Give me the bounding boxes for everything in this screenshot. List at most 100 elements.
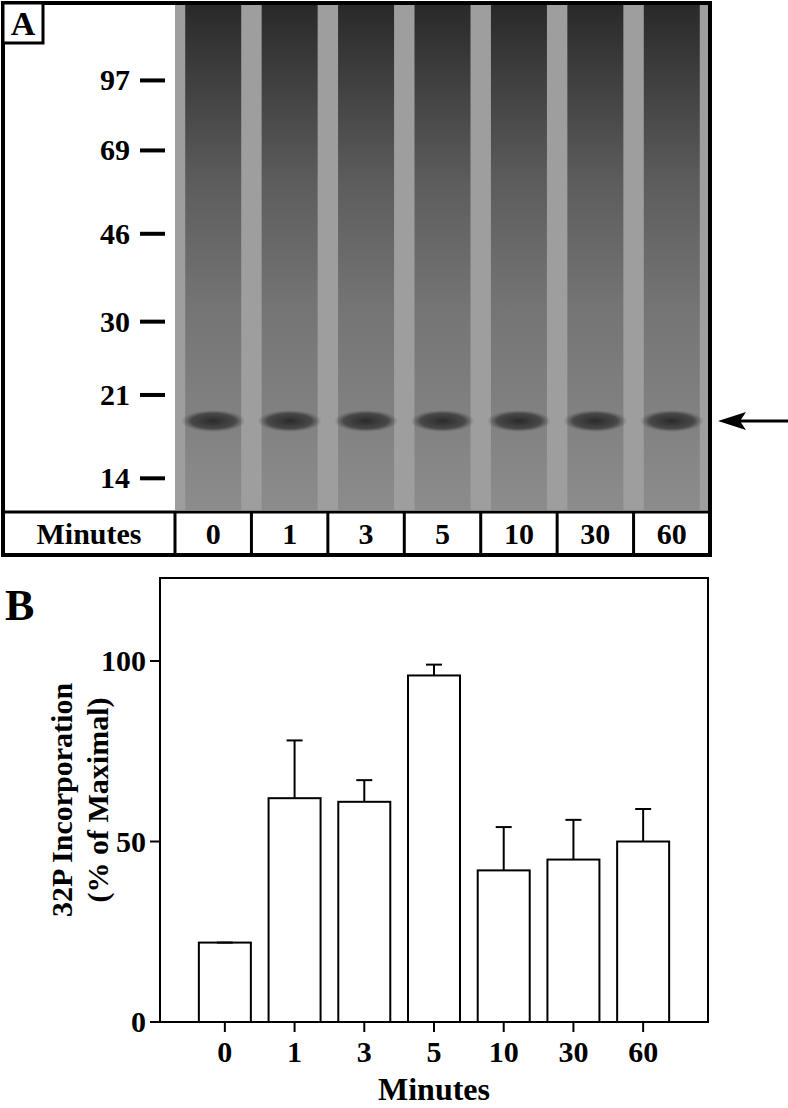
- x-tick: [642, 1022, 644, 1032]
- x-tick: [294, 1022, 296, 1032]
- marker-tick: [140, 320, 165, 324]
- gel-band: [181, 410, 245, 432]
- y-tick: [150, 1021, 160, 1023]
- lane-label: 30: [580, 517, 610, 550]
- marker-tick: [140, 232, 165, 236]
- error-stem: [433, 665, 435, 676]
- plot-frame: [160, 578, 708, 1022]
- x-tick-label: 60: [628, 1035, 658, 1068]
- gel-band: [334, 410, 398, 432]
- error-bar: [356, 780, 372, 802]
- y-tick: [150, 841, 160, 843]
- plot-area: [199, 665, 669, 1022]
- x-tick-label: 10: [489, 1035, 519, 1068]
- bar: [617, 842, 669, 1022]
- error-stem: [572, 820, 574, 860]
- gel-lane: [415, 5, 471, 510]
- lane-label: 0: [206, 517, 221, 550]
- x-tick: [224, 1022, 226, 1032]
- x-tick: [503, 1022, 505, 1032]
- marker-label: 69: [100, 133, 130, 166]
- y-axis-label: 32P Incorporation: [45, 683, 78, 917]
- lane-label: 5: [435, 517, 450, 550]
- error-bar: [426, 665, 442, 676]
- marker-label: 30: [100, 305, 130, 338]
- error-cap: [426, 664, 442, 666]
- error-stem: [363, 780, 365, 802]
- error-bar: [217, 942, 233, 943]
- panel-label: A: [11, 5, 36, 42]
- error-bar: [565, 820, 581, 860]
- x-tick: [433, 1022, 435, 1032]
- arrow-head: [718, 412, 746, 430]
- lane-label: 60: [657, 517, 687, 550]
- error-cap: [287, 739, 303, 741]
- x-tick-label: 0: [217, 1035, 232, 1068]
- y-axis-label: (% of Maximal): [81, 698, 115, 903]
- gel-lane: [567, 5, 623, 510]
- error-bar: [287, 740, 303, 798]
- cell-divider: [632, 512, 635, 555]
- error-cap: [635, 808, 651, 810]
- gel-band: [258, 410, 322, 432]
- gel-background: [175, 5, 710, 510]
- y-tick-label: 50: [116, 825, 146, 858]
- y-tick-label: 100: [101, 644, 146, 677]
- arrow-shaft: [735, 420, 788, 423]
- x-tick-label: 3: [357, 1035, 372, 1068]
- cell-divider: [250, 512, 253, 555]
- cell-divider: [403, 512, 406, 555]
- marker-tick: [140, 476, 165, 480]
- gel-lane: [185, 5, 241, 510]
- bar: [547, 860, 599, 1022]
- x-tick: [572, 1022, 574, 1032]
- bar: [199, 943, 251, 1022]
- error-stem: [294, 740, 296, 798]
- error-cap: [496, 826, 512, 828]
- bar: [269, 798, 321, 1022]
- error-bar: [496, 827, 512, 870]
- error-cap: [356, 779, 372, 781]
- marker-label: 97: [100, 63, 130, 96]
- gel-lane: [644, 5, 700, 510]
- marker-tick: [140, 393, 165, 397]
- panel-label: B: [5, 581, 34, 630]
- figure: 97 69 46 30 21 14 Minutes 0 1 3 5 10 30 60 A B 0 50 100 0 1 3…: [0, 0, 788, 1108]
- x-tick: [363, 1022, 365, 1032]
- marker-label: 46: [100, 217, 130, 250]
- cell-divider: [326, 512, 329, 555]
- panel-frame: [3, 3, 710, 555]
- row-divider: [3, 511, 710, 514]
- x-axis-label: Minutes: [378, 1071, 490, 1107]
- cell-divider: [479, 512, 482, 555]
- error-stem: [642, 809, 644, 841]
- cell-divider: [174, 512, 177, 555]
- error-cap: [217, 942, 233, 944]
- error-bar: [635, 809, 651, 841]
- gel-band: [487, 410, 551, 432]
- lane-label: 3: [359, 517, 374, 550]
- y-tick-label: 0: [131, 1005, 146, 1038]
- x-tick-label: 30: [558, 1035, 588, 1068]
- error-cap: [565, 819, 581, 821]
- x-tick-label: 5: [427, 1035, 442, 1068]
- gel-lane: [491, 5, 547, 510]
- gel-band: [411, 410, 475, 432]
- gel-band: [563, 410, 627, 432]
- marker-tick: [140, 148, 165, 152]
- marker-tick: [140, 78, 165, 82]
- x-tick-label: 1: [287, 1035, 302, 1068]
- panel-label-box: [3, 3, 43, 43]
- bar: [408, 675, 460, 1022]
- gel-band: [640, 410, 704, 432]
- bar: [478, 870, 530, 1022]
- gel-lane: [338, 5, 394, 510]
- gel-lane: [262, 5, 318, 510]
- row-label: Minutes: [37, 517, 142, 550]
- lane-label: 1: [282, 517, 297, 550]
- marker-label: 14: [100, 461, 130, 494]
- cell-divider: [556, 512, 559, 555]
- bar: [338, 802, 390, 1022]
- error-stem: [503, 827, 505, 870]
- marker-label: 21: [100, 378, 130, 411]
